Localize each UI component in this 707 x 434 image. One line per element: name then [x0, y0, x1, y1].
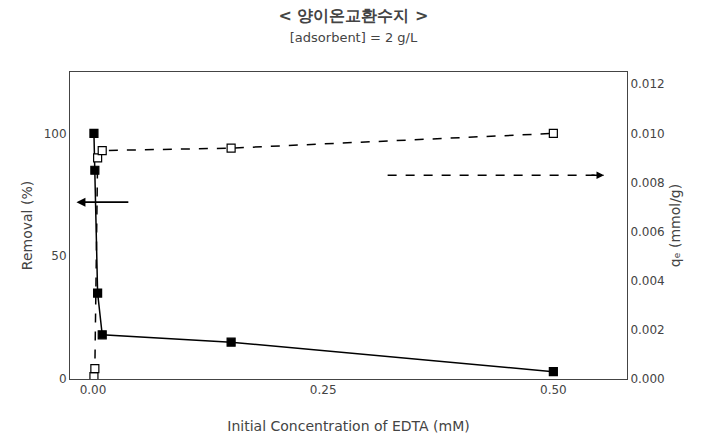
- svg-text:50: 50: [51, 249, 66, 263]
- svg-text:0.00: 0.00: [80, 383, 107, 397]
- svg-text:0.004: 0.004: [630, 274, 664, 288]
- svg-text:0.002: 0.002: [630, 323, 664, 337]
- svg-text:0.000: 0.000: [630, 372, 664, 386]
- svg-text:0.008: 0.008: [630, 176, 664, 190]
- svg-text:0.010: 0.010: [630, 127, 664, 141]
- svg-text:Removal (%): Removal (%): [19, 181, 35, 270]
- svg-text:qₑ (mmol/g): qₑ (mmol/g): [667, 184, 683, 267]
- svg-text:< 양이온교환수지 >[adsorbent] = 2 g/L: < 양이온교환수지 >[adsorbent] = 2 g/L: [279, 6, 429, 45]
- svg-text:100: 100: [44, 127, 67, 141]
- svg-text:0.006: 0.006: [630, 225, 664, 239]
- svg-text:0.012: 0.012: [630, 77, 664, 91]
- svg-text:0.50: 0.50: [540, 383, 567, 397]
- svg-text:0: 0: [59, 372, 67, 386]
- svg-text:Initial Concentration of EDTA: Initial Concentration of EDTA (mM): [227, 418, 469, 434]
- svg-text:0.25: 0.25: [310, 383, 337, 397]
